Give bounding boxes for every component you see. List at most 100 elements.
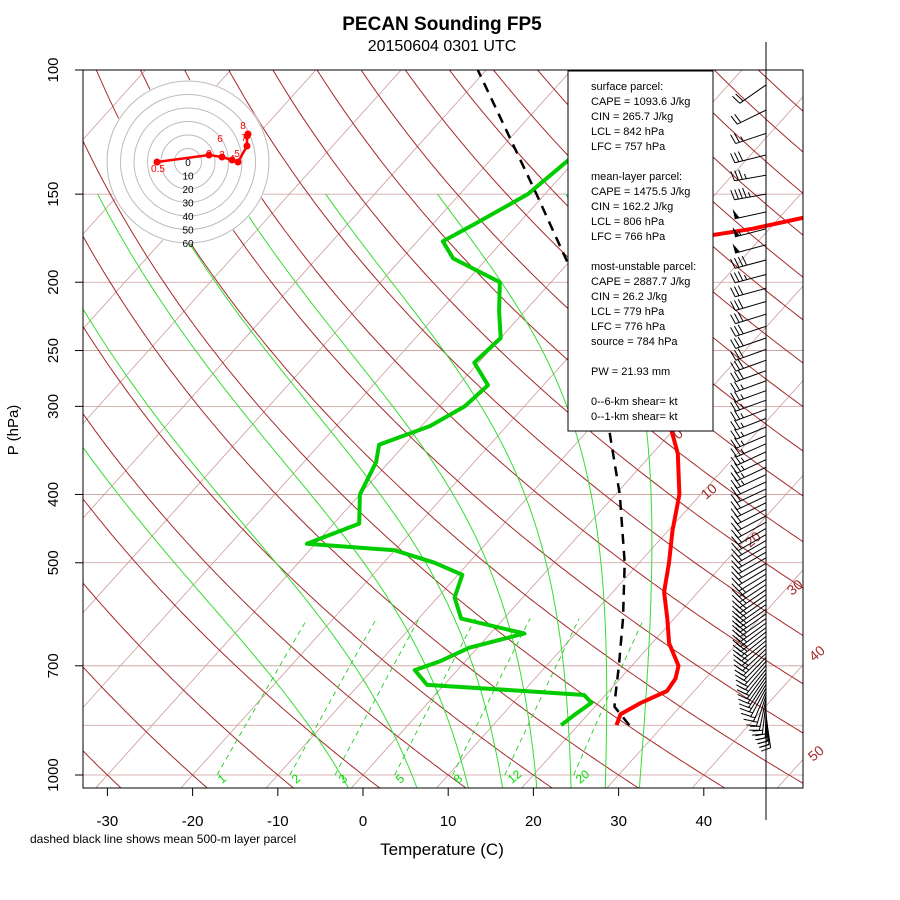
wind-barb (735, 399, 767, 412)
wind-barb-feather (733, 272, 740, 282)
wind-barb-half-feather (742, 614, 747, 619)
wind-barb-feather (738, 676, 748, 683)
wind-barb-flag (732, 227, 740, 237)
parcel-info-box: surface parcel: CAPE = 1093.6 J/kg CIN =… (567, 70, 714, 432)
wind-barb-half-feather (740, 413, 744, 419)
wind-barb-feather (746, 724, 757, 727)
wind-barb-half-feather (763, 736, 769, 739)
hodograph: 0 10 20 30 40 50 60 0.5 2 3 4 56 78 (106, 80, 270, 250)
wind-barb-half-feather (740, 422, 745, 428)
wind-barb (745, 668, 767, 695)
wind-barb-feather (735, 617, 744, 626)
wind-barb (739, 594, 767, 614)
wind-barb (738, 534, 767, 552)
wind-barb-feather (755, 733, 766, 737)
mixing-ratio-label: 2 (289, 771, 303, 786)
wind-barb-half-feather (747, 191, 751, 198)
dry-adiabat-label: 40 (806, 642, 828, 664)
wind-barb (736, 495, 767, 511)
wind-barb-feather (737, 324, 744, 335)
mixing-ratio-lines (216, 618, 645, 776)
y-tick-label: 400 (45, 482, 62, 507)
wind-barb (734, 174, 767, 182)
wind-barb-feather (732, 624, 741, 633)
wind-barb (758, 698, 767, 731)
wind-barb-feather (730, 421, 737, 431)
dry-adiabat (83, 666, 208, 788)
wind-barb-half-feather (738, 230, 742, 236)
wind-barb-half-feather (742, 628, 747, 633)
wind-barb-feather (740, 712, 752, 717)
wind-barb (736, 488, 767, 504)
wind-barb-feather (734, 506, 742, 516)
y-tick-label: 300 (45, 394, 62, 419)
wind-barb (735, 337, 767, 349)
wind-barb-feather (735, 93, 744, 102)
wind-barb-feather (735, 646, 745, 655)
wind-barb (738, 573, 767, 592)
moist-adiabat (233, 193, 538, 788)
isotherm-line (83, 70, 402, 425)
mixing-ratio-label: 12 (505, 767, 524, 787)
wind-barb-feather (738, 188, 743, 199)
wind-barb-feather (737, 671, 747, 678)
moist-adiabat (325, 193, 572, 788)
mixing-ratio-line (573, 618, 645, 776)
wind-barb-feather (735, 632, 744, 640)
wind-barb-half-feather (740, 449, 745, 454)
moist-adiabat (158, 193, 504, 788)
wind-barb-feather (737, 666, 747, 674)
wind-barb-feather (730, 351, 737, 361)
chart-title: PECAN Sounding FP5 (342, 14, 542, 35)
wind-barb-feather (735, 603, 744, 612)
wind-barb-half-feather (743, 662, 749, 666)
wind-barb-half-feather (742, 633, 747, 638)
mixing-ratio-line (394, 618, 476, 776)
x-tick-label: -10 (267, 813, 289, 830)
x-tick-label: 20 (525, 813, 542, 830)
wind-barb-feather (733, 300, 740, 310)
wind-barb (737, 508, 767, 525)
wind-barb (737, 109, 767, 125)
wind-barb-half-feather (740, 480, 745, 486)
mu-lcl: LCL = 779 hPa (591, 306, 665, 318)
wind-barb-feather (730, 372, 737, 382)
wind-barb-feather (734, 581, 743, 590)
wind-barb (739, 604, 767, 624)
wind-barb-feather (734, 527, 742, 537)
axes: -30 -20 -10 0 10 20 30 401001502002503004005007… (45, 57, 712, 830)
x-tick-label: -20 (182, 813, 204, 830)
wind-barb-feather (730, 339, 737, 349)
isobar-lines (83, 70, 803, 776)
dry-adiabat-label: 10 (698, 480, 720, 502)
wind-barb-half-feather (743, 647, 748, 652)
wind-barb (735, 287, 767, 298)
wind-barb (739, 618, 767, 638)
dry-adiabat (83, 139, 726, 788)
ml-cin: CIN = 162.2 J/kg (591, 201, 673, 213)
wind-barb-feather (734, 446, 741, 456)
wind-barb-feather (734, 462, 742, 472)
wind-barb (740, 627, 767, 648)
wind-barb-feather (738, 681, 749, 688)
moist-adiabat (436, 193, 608, 788)
dry-adiabat (83, 498, 381, 788)
wind-barb-half-feather (740, 384, 744, 390)
chart-subtitle: 20150604 0301 UTC (368, 38, 517, 55)
wind-barb-feather (730, 456, 738, 466)
wind-barb-feather (730, 464, 738, 474)
isotherm-line (691, 664, 803, 788)
parcel-line (476, 70, 631, 726)
wind-barb (737, 515, 767, 532)
x-tick-label: 0 (359, 813, 367, 830)
wind-barb-feather (736, 661, 746, 669)
wind-barb (750, 687, 767, 717)
wind-barb-half-feather (742, 619, 747, 624)
isotherm-line (83, 70, 487, 519)
wind-barb-feather (733, 313, 740, 323)
moist-adiabat (83, 308, 418, 788)
y-tick-label: 150 (45, 182, 62, 207)
wind-barb-feather (734, 513, 742, 523)
hodograph-ring-label: 10 (182, 172, 194, 183)
wind-barb-feather (730, 153, 736, 163)
